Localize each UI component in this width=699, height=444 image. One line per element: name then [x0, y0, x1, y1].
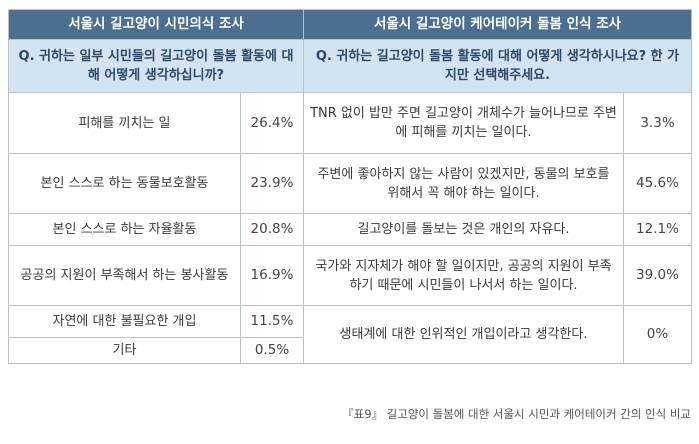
right-answer-label: 길고양이를 돌보는 것은 개인의 자유다. [303, 213, 624, 246]
title-row: 서울시 길고양이 시민의식 조사 서울시 길고양이 케어테이커 돌봄 인식 조사 [8, 9, 692, 40]
survey-comparison-table: 서울시 길고양이 시민의식 조사 서울시 길고양이 케어테이커 돌봄 인식 조사… [8, 9, 692, 364]
right-survey-title: 서울시 길고양이 케어테이커 돌봄 인식 조사 [303, 9, 692, 40]
right-answer-value: 0% [623, 305, 692, 364]
right-answer-label: 주변에 좋아하지 않는 사람이 있겠지만, 동물의 보호를 위해서 꼭 해야 하… [303, 153, 624, 214]
right-survey-question: Q. 귀하는 길고양이 돌봄 활동에 대해 어떻게 생각하시나요? 한 가지만 … [303, 39, 692, 93]
right-answer-value: 39.0% [623, 245, 692, 306]
table-row: 공공의 지원이 부족해서 하는 봉사활동 16.9% 국가와 지자체가 해야 할… [8, 245, 692, 306]
left-answer-value: 26.4% [240, 92, 304, 154]
left-answer-label: 기타 [8, 337, 241, 364]
left-answer-label: 피해를 끼치는 일 [8, 92, 241, 154]
left-answer-label: 공공의 지원이 부족해서 하는 봉사활동 [8, 245, 241, 306]
left-survey-question: Q. 귀하는 일부 시민들의 길고양이 돌봄 활동에 대해 어떻게 생각하십니까… [8, 39, 304, 93]
table-row: 자연에 대한 불필요한 개입 11.5% 생태계에 대한 인위적인 개입이라고 … [8, 305, 692, 364]
table-row: 본인 스스로 하는 자율활동 20.8% 길고양이를 돌보는 것은 개인의 자유… [8, 213, 692, 246]
right-answer-label: 생태계에 대한 인위적인 개입이라고 생각한다. [303, 305, 624, 364]
left-answer-value: 23.9% [240, 153, 304, 214]
left-answer-value: 0.5% [240, 337, 304, 364]
left-answer-value: 11.5% [240, 305, 304, 338]
left-answer-value: 16.9% [240, 245, 304, 306]
left-answer-label: 자연에 대한 불필요한 개입 [8, 305, 241, 338]
left-answer-label: 본인 스스로 하는 자율활동 [8, 213, 241, 246]
left-answer-label: 본인 스스로 하는 동물보호활동 [8, 153, 241, 214]
right-answer-label: TNR 없이 밥만 주면 길고양이 개체수가 늘어나므로 주변에 피해를 끼치는… [303, 92, 624, 154]
left-survey-title: 서울시 길고양이 시민의식 조사 [8, 9, 304, 40]
right-answer-label: 국가와 지자체가 해야 할 일이지만, 공공의 지원이 부족하기 때문에 시민들… [303, 245, 624, 306]
table-row: 기타 0.5% [8, 337, 692, 364]
right-answer-value: 3.3% [623, 92, 692, 154]
question-row: Q. 귀하는 일부 시민들의 길고양이 돌봄 활동에 대해 어떻게 생각하십니까… [8, 39, 692, 93]
table-caption: 『표9』 길고양이 돌봄에 대한 서울시 시민과 케어테이커 간의 인식 비교 [342, 407, 691, 421]
table-row: 피해를 끼치는 일 26.4% TNR 없이 밥만 주면 길고양이 개체수가 늘… [8, 92, 692, 154]
table-row: 본인 스스로 하는 동물보호활동 23.9% 주변에 좋아하지 않는 사람이 있… [8, 153, 692, 214]
right-answer-value: 12.1% [623, 213, 692, 246]
right-answer-value: 45.6% [623, 153, 692, 214]
left-answer-value: 20.8% [240, 213, 304, 246]
